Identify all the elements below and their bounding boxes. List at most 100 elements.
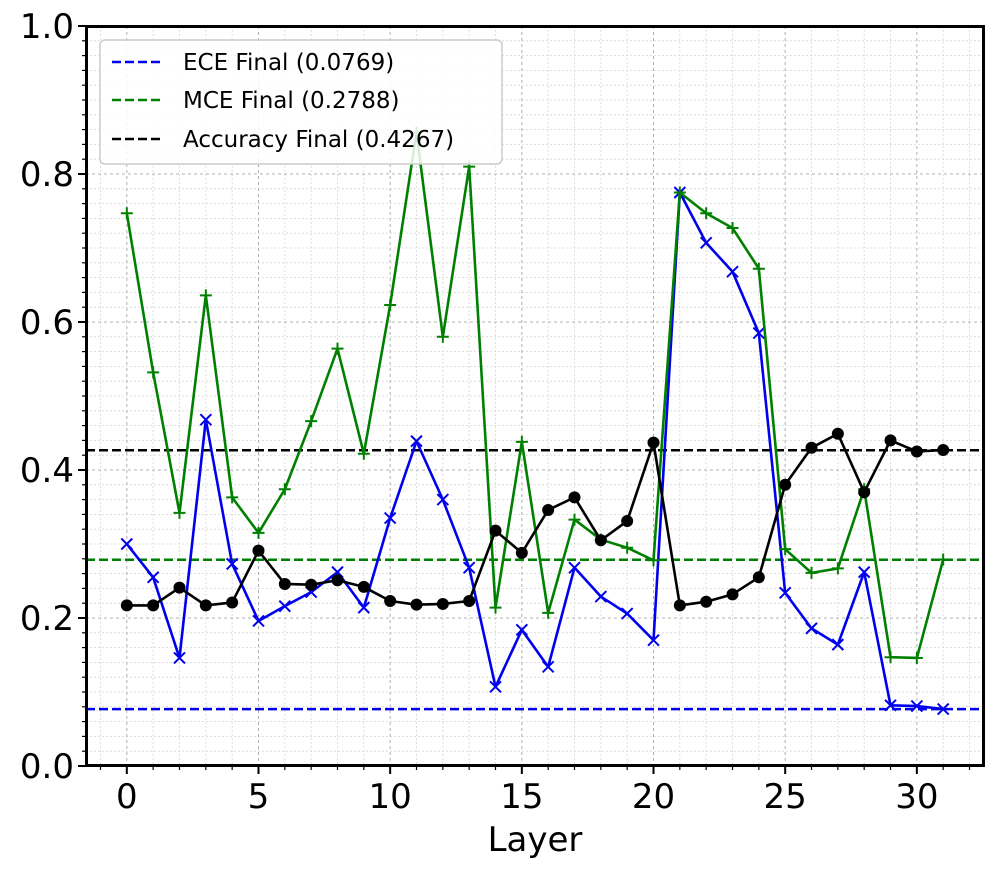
point-ece	[278, 599, 292, 613]
point-ece	[568, 561, 581, 574]
point-accuracy	[305, 578, 318, 591]
legend-label-mce: MCE Final (0.2788)	[183, 88, 400, 114]
point-mce	[542, 606, 555, 619]
point-mce	[752, 262, 765, 275]
point-mce	[278, 483, 291, 496]
point-accuracy	[120, 599, 133, 612]
point-accuracy	[357, 580, 370, 593]
point-ece	[357, 601, 371, 614]
x-tick-label: 15	[500, 777, 543, 817]
point-ece	[831, 638, 845, 651]
point-ece	[173, 651, 186, 665]
point-ece	[857, 565, 871, 579]
point-mce	[199, 289, 212, 302]
point-mce	[357, 447, 370, 460]
point-mce	[726, 222, 739, 235]
point-mce	[436, 330, 449, 343]
point-accuracy	[568, 491, 581, 504]
x-tick-label: 10	[369, 777, 412, 817]
point-accuracy	[831, 427, 844, 440]
y-tick-label: 0.4	[20, 451, 74, 491]
x-tick-label: 30	[895, 777, 938, 817]
point-accuracy	[726, 588, 739, 601]
point-mce	[937, 553, 950, 566]
y-tick-label: 0.8	[20, 155, 74, 195]
point-ece	[383, 511, 397, 525]
point-accuracy	[463, 594, 476, 607]
x-tick-labels: 0 5 10 15 20 25 30	[116, 777, 938, 817]
y-tick-label: 1.0	[20, 7, 74, 47]
point-accuracy	[515, 546, 528, 559]
series-line-ece	[125, 191, 944, 711]
point-mce	[173, 506, 186, 519]
point-accuracy	[410, 598, 423, 611]
point-accuracy	[147, 599, 160, 612]
point-ece	[199, 413, 213, 426]
point-ece	[436, 493, 450, 506]
y-tick-label: 0.2	[20, 599, 74, 639]
x-tick-label: 5	[248, 777, 270, 817]
point-ece	[410, 434, 423, 448]
point-mce	[673, 186, 686, 199]
point-mce	[621, 541, 634, 554]
x-axis-title: Layer	[488, 820, 583, 860]
point-mce	[831, 562, 844, 575]
point-ece	[910, 699, 924, 713]
point-accuracy	[226, 596, 239, 609]
legend-label-ece: ECE Final (0.0769)	[183, 50, 394, 76]
series-line-accuracy	[126, 432, 944, 607]
point-mce	[515, 435, 528, 448]
point-ece	[120, 537, 134, 551]
point-ece	[462, 561, 476, 574]
point-mce	[331, 342, 344, 355]
point-accuracy	[542, 503, 555, 516]
point-ece	[620, 607, 634, 620]
x-tick-label: 0	[116, 777, 138, 817]
point-accuracy	[858, 486, 871, 499]
plot-frame	[85, 25, 985, 767]
legend-label-accuracy: Accuracy Final (0.4267)	[183, 127, 454, 153]
point-mce	[489, 601, 502, 614]
point-ece	[647, 633, 660, 647]
point-mce	[779, 543, 792, 556]
point-accuracy	[199, 599, 212, 612]
point-ece	[515, 623, 529, 637]
point-accuracy	[173, 581, 186, 594]
point-ece	[805, 622, 818, 635]
legend-box	[99, 39, 503, 165]
point-accuracy	[436, 597, 449, 610]
legend: ECE Final (0.0769) MCE Final (0.2788) Ac…	[99, 39, 503, 165]
point-mce	[647, 554, 660, 567]
point-ece	[778, 586, 792, 600]
point-accuracy	[910, 445, 923, 458]
point-accuracy	[489, 524, 502, 537]
point-accuracy	[673, 599, 686, 612]
point-accuracy	[594, 534, 607, 547]
point-accuracy	[384, 594, 397, 607]
point-mce	[884, 651, 897, 664]
point-mce	[910, 651, 923, 664]
y-tick-label: 0.0	[20, 747, 74, 787]
point-mce	[120, 207, 133, 220]
y-tick-label: 0.6	[20, 303, 74, 343]
point-ece	[225, 557, 239, 571]
axis-ticks	[78, 25, 971, 774]
point-accuracy	[252, 544, 265, 557]
point-accuracy	[621, 515, 634, 528]
point-mce	[700, 207, 713, 220]
point-mce	[305, 415, 318, 428]
point-accuracy	[937, 444, 950, 457]
point-accuracy	[647, 436, 660, 449]
point-mce	[226, 491, 239, 504]
x-tick-label: 25	[764, 777, 807, 817]
point-ece	[252, 614, 265, 628]
point-mce	[568, 513, 581, 526]
point-ece	[752, 326, 766, 340]
point-ece	[726, 265, 739, 278]
x-tick-label: 20	[632, 777, 675, 817]
point-accuracy	[805, 441, 818, 454]
point-ece	[594, 590, 608, 603]
point-mce	[384, 298, 397, 311]
point-accuracy	[331, 574, 344, 587]
